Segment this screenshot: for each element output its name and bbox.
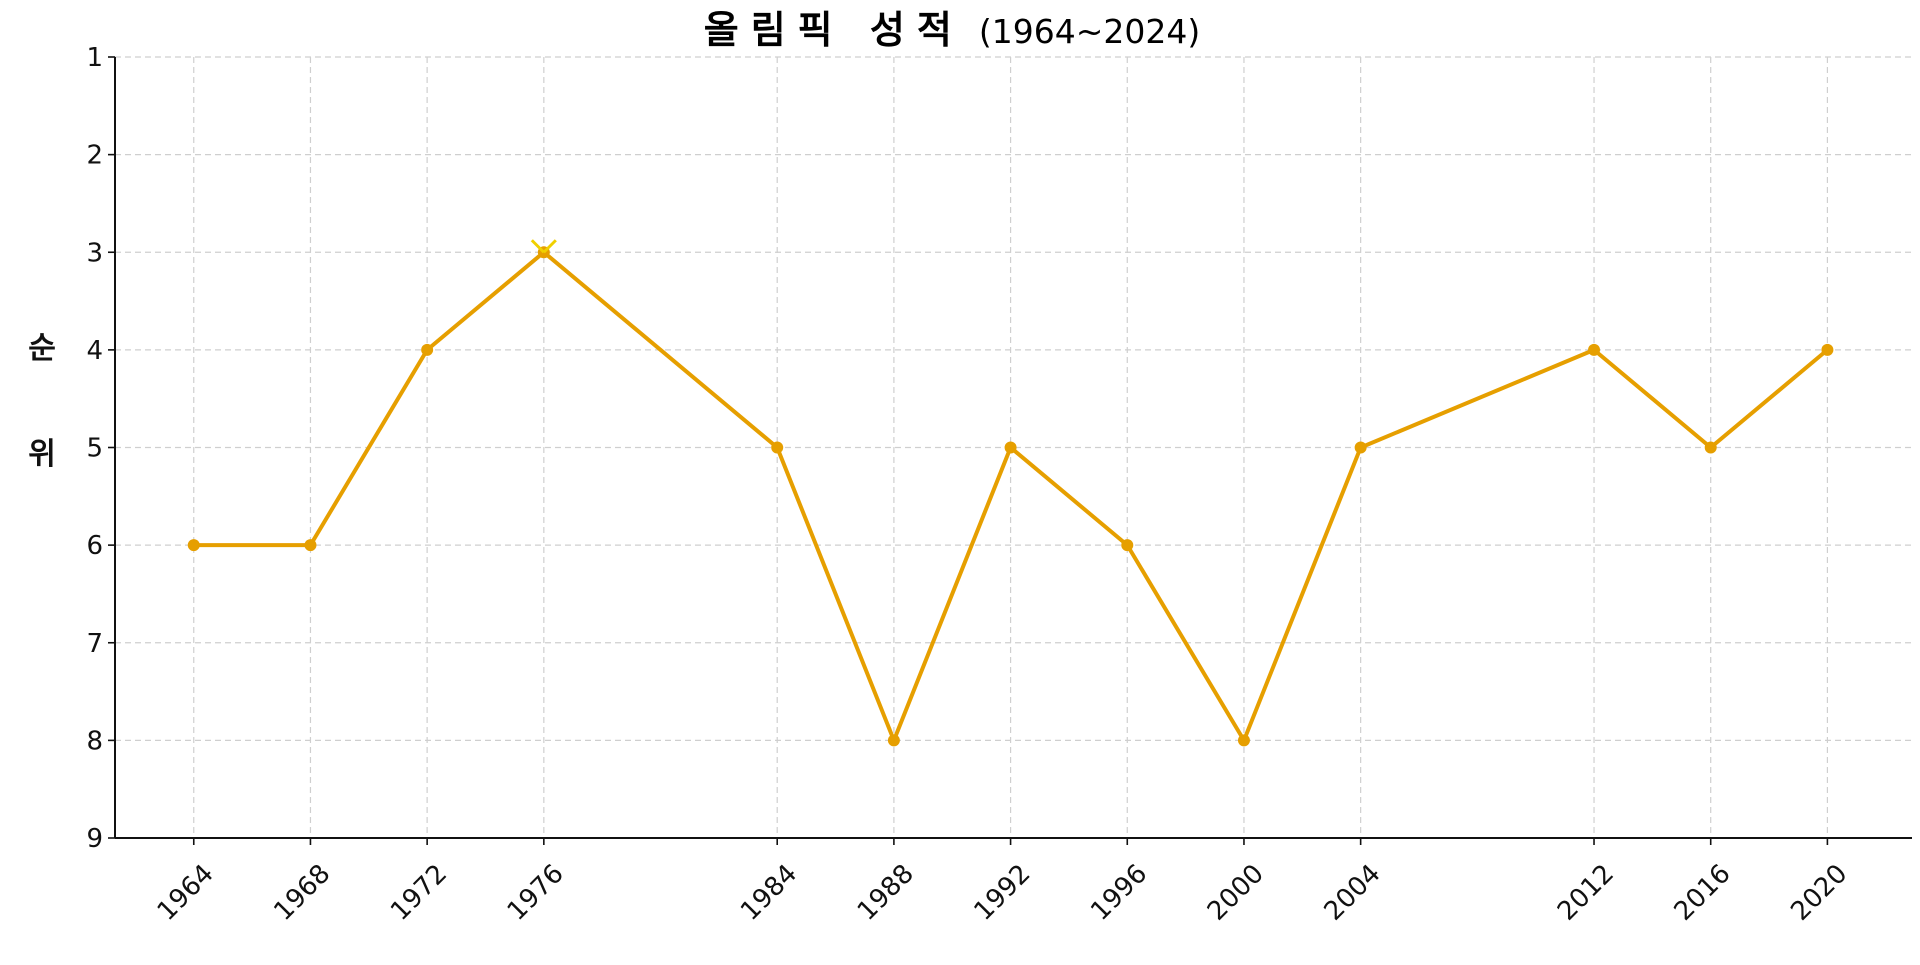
data-point: [1354, 441, 1367, 454]
data-point: [1237, 734, 1250, 747]
data-point: [887, 734, 900, 747]
highlight-marker: [542, 239, 557, 254]
y-tick-label: 8: [86, 726, 103, 756]
x-tick-label: 1976: [502, 859, 570, 927]
data-point: [1821, 343, 1834, 356]
data-point: [771, 441, 784, 454]
x-tick-label: 1988: [852, 859, 920, 927]
x-tick-label: 2020: [1785, 859, 1853, 927]
x-tick-label: 2004: [1319, 859, 1387, 927]
y-tick-labels: 1 2 3 4 5 6 7 8 9: [86, 43, 103, 854]
x-tick-label: 2012: [1552, 859, 1620, 927]
data-point: [304, 539, 317, 552]
x-tick-label: 1992: [969, 859, 1037, 927]
data-point: [1704, 441, 1717, 454]
data-point: [421, 343, 434, 356]
y-tick-label: 4: [86, 336, 103, 366]
series-line: [187, 239, 1834, 747]
y-tick-label: 3: [86, 238, 103, 268]
x-tick-label: 2016: [1669, 859, 1737, 927]
x-tick-label: 1968: [268, 859, 336, 927]
data-point: [187, 539, 200, 552]
y-tick-label: 2: [86, 141, 103, 171]
chart-title-main: 올림픽 성적: [704, 8, 964, 52]
chart-title-sub: (1964~2024): [979, 12, 1200, 51]
y-tick-label: 5: [86, 434, 103, 464]
x-tick-label: 1964: [152, 859, 220, 927]
highlight-marker: [530, 239, 545, 254]
x-tick-label: 2000: [1202, 859, 1270, 927]
y-tick-label: 1: [86, 43, 103, 73]
chart-title: 올림픽 성적 (1964~2024): [704, 8, 1201, 52]
y-axis-label-char: 순: [28, 331, 56, 366]
y-axis-label-char: 위: [28, 437, 56, 472]
data-point: [1121, 539, 1134, 552]
x-tick-label: 1984: [735, 859, 803, 927]
x-tick-label: 1996: [1085, 859, 1153, 927]
data-point: [1004, 441, 1017, 454]
data-point: [1588, 343, 1601, 356]
axes: [108, 56, 1912, 845]
y-axis-label: 순위: [28, 331, 56, 472]
y-tick-label: 7: [86, 629, 103, 659]
y-tick-label: 9: [86, 824, 103, 854]
x-tick-label: 1972: [385, 859, 453, 927]
y-tick-label: 6: [86, 531, 103, 561]
x-tick-labels: 1964 1968 1972 1976 1984 1988 1992 1996 2000 2004…: [152, 859, 1854, 927]
